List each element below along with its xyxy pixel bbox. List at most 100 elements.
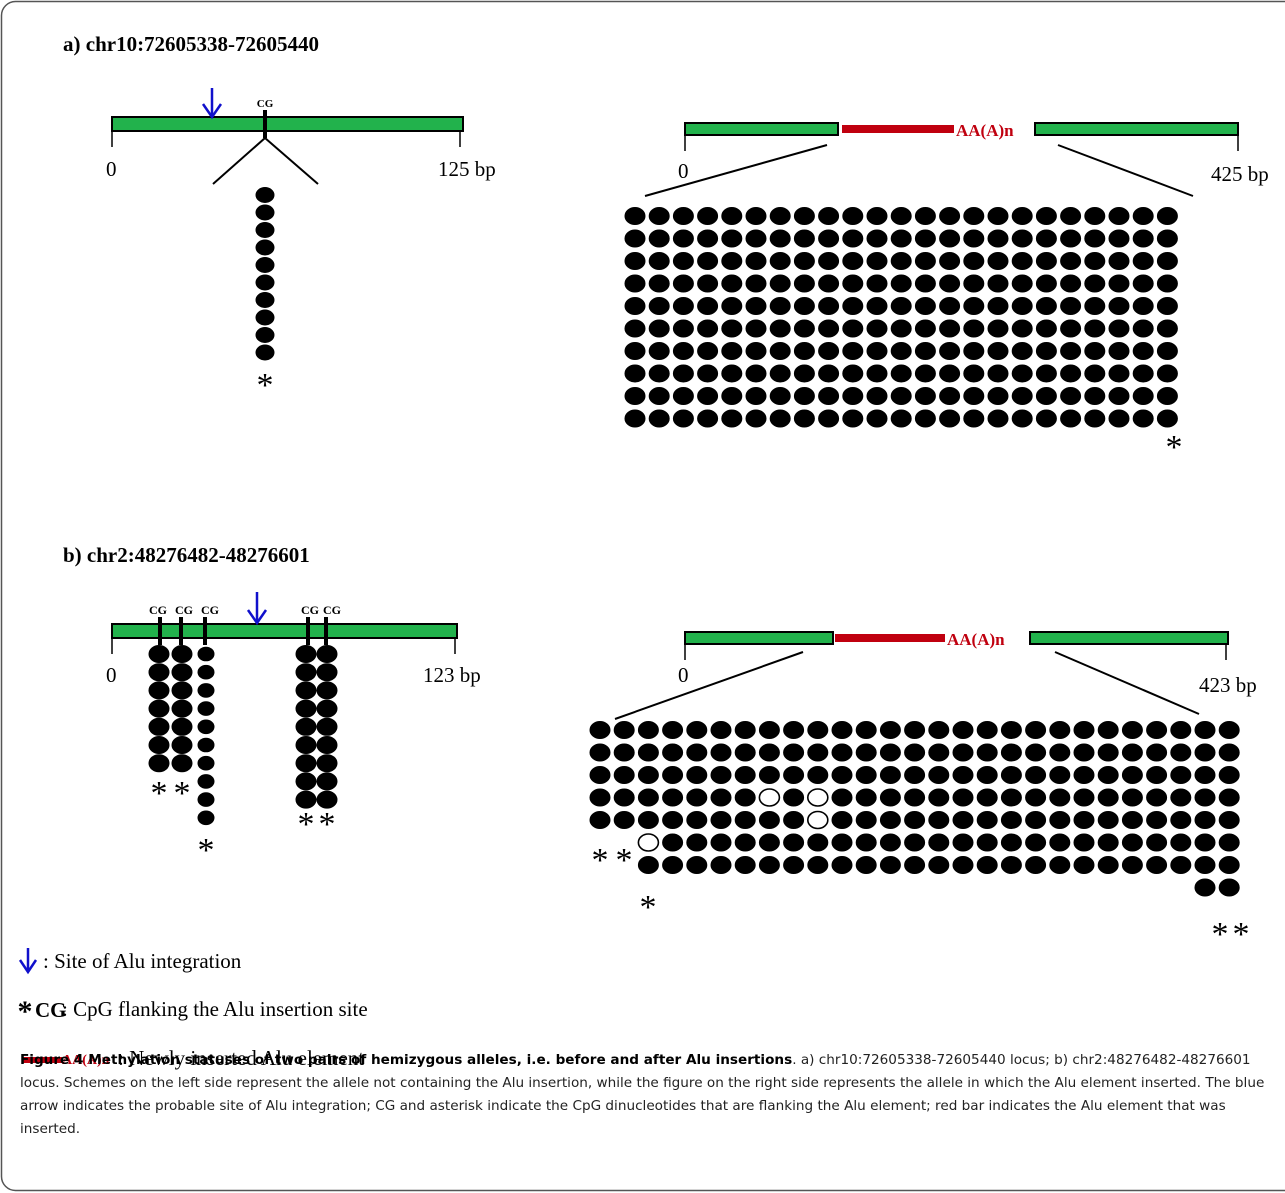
methylated-cpg-dot	[672, 387, 694, 405]
methylated-cpg-dot	[686, 766, 708, 784]
methylated-cpg-dot	[613, 766, 635, 784]
methylated-cpg-dot	[963, 274, 985, 293]
methylated-cpg-dot	[686, 788, 708, 807]
methylated-cpg-dot	[316, 754, 338, 773]
methylated-cpg-dot	[793, 364, 815, 383]
methylated-cpg-dot	[1097, 788, 1119, 807]
methylated-cpg-dot	[697, 319, 719, 338]
methylated-cpg-dot	[721, 229, 743, 248]
methylated-cpg-dot	[710, 788, 732, 807]
methylated-cpg-dot	[721, 207, 743, 225]
methylated-cpg-dot	[662, 766, 684, 784]
cg-label: CG	[149, 603, 167, 617]
legend-arrow-text: : Site of Alu integration	[43, 949, 242, 973]
methylated-cpg-dot	[890, 229, 912, 248]
methylated-cpg-dot	[1132, 409, 1154, 428]
methylated-cpg-dot	[1156, 387, 1178, 405]
methylated-cpg-dot	[914, 387, 936, 405]
methylated-cpg-dot	[1060, 364, 1082, 383]
methylated-cpg-dot	[648, 319, 670, 338]
methylated-cpg-dot	[1146, 856, 1168, 874]
methylated-cpg-dot	[624, 297, 646, 315]
methylated-cpg-dot	[1132, 229, 1154, 248]
methylated-cpg-dot	[662, 788, 684, 807]
methylated-cpg-dot	[197, 683, 215, 698]
methylated-cpg-dot	[171, 699, 193, 718]
methylated-cpg-dot	[1035, 297, 1057, 315]
methylated-cpg-dot	[842, 387, 864, 405]
methylated-cpg-dot	[842, 297, 864, 315]
methylated-cpg-dot	[710, 743, 732, 762]
methylated-cpg-dot	[1170, 856, 1192, 874]
methylated-cpg-dot	[1084, 387, 1106, 405]
methylated-cpg-dot	[1035, 207, 1057, 225]
methylated-cpg-dot	[1194, 766, 1216, 784]
methylated-cpg-dot	[1011, 229, 1033, 248]
methylated-cpg-dot	[866, 207, 888, 225]
methylated-cpg-dot	[1146, 788, 1168, 807]
methylated-cpg-dot	[807, 833, 829, 852]
methylated-cpg-dot	[171, 717, 193, 736]
methylated-cpg-dot	[855, 788, 877, 807]
methylated-cpg-dot	[1073, 766, 1095, 784]
methylated-cpg-dot	[879, 743, 901, 762]
methylated-cpg-dot	[171, 645, 193, 663]
methylated-cpg-dot	[1097, 721, 1119, 739]
methylated-cpg-dot	[316, 736, 338, 754]
methylated-cpg-dot	[866, 319, 888, 338]
methylated-cpg-dot	[1011, 342, 1033, 360]
methylated-cpg-dot	[697, 342, 719, 360]
methylated-cpg-dot	[148, 699, 170, 718]
methylated-cpg-dot	[1108, 274, 1130, 293]
methylated-cpg-dot	[783, 721, 805, 739]
methylated-cpg-dot	[879, 833, 901, 852]
methylated-cpg-dot	[976, 833, 998, 852]
methylated-cpg-dot	[624, 342, 646, 360]
methylated-cpg-dot	[1084, 252, 1106, 270]
methylated-cpg-dot	[890, 319, 912, 338]
methylated-cpg-dot	[1060, 207, 1082, 225]
methylated-cpg-dot	[987, 387, 1009, 405]
methylated-cpg-dot	[255, 309, 275, 326]
methylated-cpg-dot	[769, 319, 791, 338]
methylated-cpg-dot	[697, 274, 719, 293]
methylated-cpg-dot	[1025, 766, 1047, 784]
methylated-cpg-dot	[1035, 229, 1057, 248]
methylated-cpg-dot	[842, 274, 864, 293]
methylated-cpg-dot	[1121, 743, 1143, 762]
methylated-cpg-dot	[734, 788, 756, 807]
methylated-cpg-dot	[1000, 833, 1022, 852]
methylated-cpg-dot	[1060, 409, 1082, 428]
methylated-cpg-dot	[939, 342, 961, 360]
methylation-grid	[624, 207, 1178, 428]
methylated-cpg-dot	[1121, 856, 1143, 874]
methylated-cpg-dot	[745, 297, 767, 315]
methylated-cpg-dot	[1025, 856, 1047, 874]
methylated-cpg-dot	[783, 833, 805, 852]
methylated-cpg-dot	[648, 229, 670, 248]
methylated-cpg-dot	[316, 681, 338, 700]
methylated-cpg-dot	[1170, 766, 1192, 784]
methylated-cpg-dot	[637, 766, 659, 784]
methylated-cpg-dot	[818, 409, 840, 428]
methylated-cpg-dot	[1108, 319, 1130, 338]
methylated-cpg-dot	[745, 229, 767, 248]
methylated-cpg-dot	[255, 327, 275, 343]
methylated-cpg-dot	[1035, 387, 1057, 405]
methylated-cpg-dot	[662, 811, 684, 829]
methylated-cpg-dot	[793, 319, 815, 338]
methylated-cpg-dot	[613, 811, 635, 829]
methylation-column	[255, 187, 275, 361]
methylated-cpg-dot	[807, 856, 829, 874]
asterisk: *	[1166, 429, 1183, 466]
methylated-cpg-dot	[686, 811, 708, 829]
methylated-cpg-dot	[710, 856, 732, 874]
methylated-cpg-dot	[928, 856, 950, 874]
methylated-cpg-dot	[745, 319, 767, 338]
methylated-cpg-dot	[928, 766, 950, 784]
methylated-cpg-dot	[879, 811, 901, 829]
methylated-cpg-dot	[866, 364, 888, 383]
methylated-cpg-dot	[914, 207, 936, 225]
asterisk: *	[1233, 916, 1250, 953]
methylated-cpg-dot	[842, 252, 864, 270]
